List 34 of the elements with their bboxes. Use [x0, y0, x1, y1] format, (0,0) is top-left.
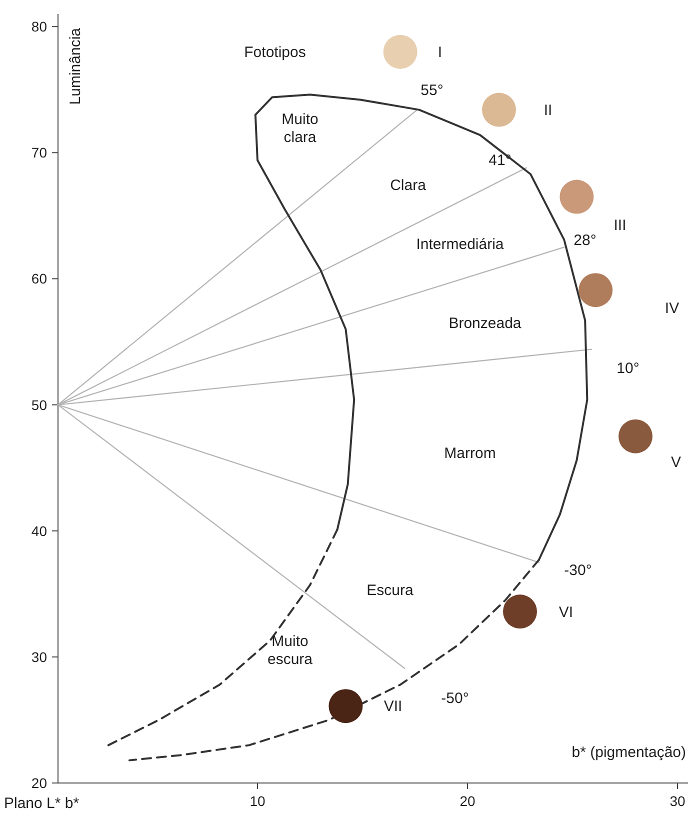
annotation: Muito escura [267, 633, 314, 668]
annotation: IV [664, 300, 680, 317]
y-tick-label: 60 [31, 270, 48, 287]
annotation: 41° [488, 152, 512, 169]
annotation: Bronzeada [448, 315, 522, 332]
y-tick-label: 20 [31, 775, 48, 791]
annotation: VII [384, 698, 402, 715]
annotation: Escura [366, 582, 414, 599]
y-tick-label: 80 [31, 18, 48, 35]
annotation: III [614, 217, 626, 234]
annotation: -30° [564, 562, 592, 579]
annotation: 28° [574, 232, 596, 249]
x-tick-label: 10 [250, 793, 266, 809]
y-tick-label: 40 [31, 522, 48, 539]
x-tick-label: 30 [670, 793, 686, 809]
y-tick-label: 30 [31, 648, 48, 665]
x-tick-label: 20 [460, 793, 476, 809]
annotation: Fototipos [244, 44, 306, 61]
annotation: Marrom [444, 445, 496, 462]
x-axis-title: b* (pigmentação) [572, 744, 686, 761]
annotation: Muito clara [282, 111, 318, 146]
annotation: 55° [420, 82, 444, 99]
annotation: Intermediária [416, 236, 504, 253]
annotation: 10° [616, 360, 640, 377]
y-axis-title: Luminância [67, 27, 84, 105]
annotation: VI [558, 604, 574, 621]
annotation: V [670, 454, 682, 471]
y-tick-label: 70 [31, 144, 48, 161]
text: Plano L* b* [4, 795, 80, 812]
annotation: I [438, 44, 442, 61]
annotation: Clara [390, 177, 427, 194]
annotation: -50° [441, 690, 469, 707]
y-tick-label: 50 [31, 396, 48, 413]
annotation: II [544, 102, 552, 119]
